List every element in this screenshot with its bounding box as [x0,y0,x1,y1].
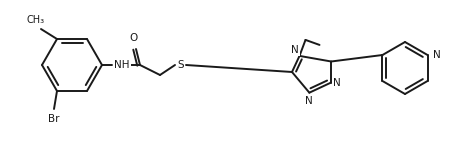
Text: NH: NH [114,60,130,70]
Text: N: N [306,96,313,106]
Text: Br: Br [48,114,60,124]
Text: S: S [178,60,184,70]
Text: N: N [291,45,298,55]
Text: N: N [333,78,341,88]
Text: N: N [432,50,440,60]
Text: CH₃: CH₃ [27,15,45,25]
Text: O: O [129,33,137,43]
